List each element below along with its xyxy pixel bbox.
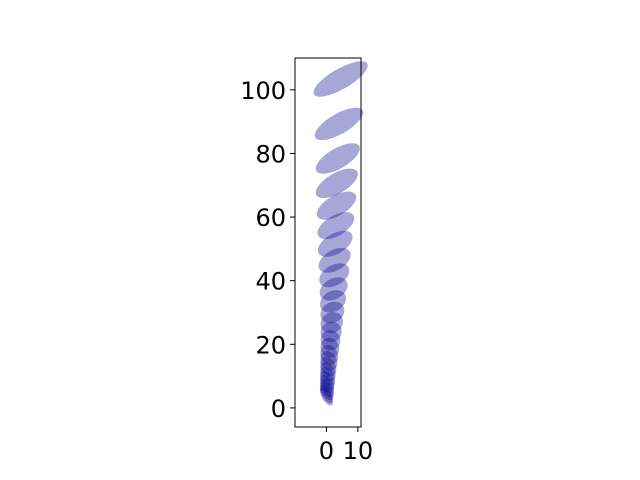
ellipse-marker-15 — [320, 301, 345, 324]
x-axis: 0 10 — [319, 427, 373, 465]
ellipse-marker-21 — [317, 212, 355, 240]
y-axis: 0 20 40 60 80 100 — [240, 77, 295, 423]
ellipse-marker-1 — [319, 384, 333, 404]
ellipse-marker-10 — [320, 345, 339, 365]
ellipse-marker-16 — [320, 290, 347, 313]
ellipse-marker-0 — [320, 387, 333, 406]
ellipse-marker-14 — [320, 312, 344, 334]
x-tick-label-1: 10 — [343, 437, 374, 465]
y-tick-label-5: 100 — [240, 77, 286, 105]
ellipse-marker-6 — [320, 367, 336, 386]
ellipse-marker-9 — [320, 351, 338, 371]
ellipse-marker-8 — [320, 357, 337, 377]
ellipse-marker-23 — [315, 168, 358, 199]
ellipse-markers — [313, 61, 368, 406]
ellipse-marker-2 — [320, 381, 334, 401]
x-tick-label-0: 0 — [319, 437, 334, 465]
ellipse-marker-11 — [320, 337, 340, 358]
ellipse-marker-12 — [320, 330, 341, 351]
ellipse-marker-26 — [313, 61, 368, 97]
ellipse-marker-7 — [320, 362, 336, 382]
ellipse-marker-20 — [317, 230, 353, 257]
ellipse-marker-3 — [320, 378, 334, 398]
ellipse-marker-5 — [320, 371, 335, 390]
y-tick-label-0: 0 — [271, 395, 286, 423]
y-tick-label-3: 60 — [255, 204, 286, 232]
ellipse-marker-25 — [314, 107, 364, 141]
plot-area — [295, 58, 361, 427]
axes-frame — [294, 57, 362, 428]
ellipse-marker-13 — [320, 321, 342, 343]
y-tick-label-1: 20 — [255, 331, 286, 359]
ellipse-marker-22 — [316, 191, 357, 220]
ellipse-marker-4 — [319, 375, 335, 394]
y-tick-label-2: 40 — [255, 268, 286, 296]
ellipse-marker-19 — [318, 247, 351, 273]
ellipse-marker-24 — [315, 143, 360, 174]
ellipse-marker-18 — [319, 263, 350, 288]
ellipse-marker-17 — [319, 277, 348, 301]
y-tick-label-4: 80 — [255, 140, 286, 168]
